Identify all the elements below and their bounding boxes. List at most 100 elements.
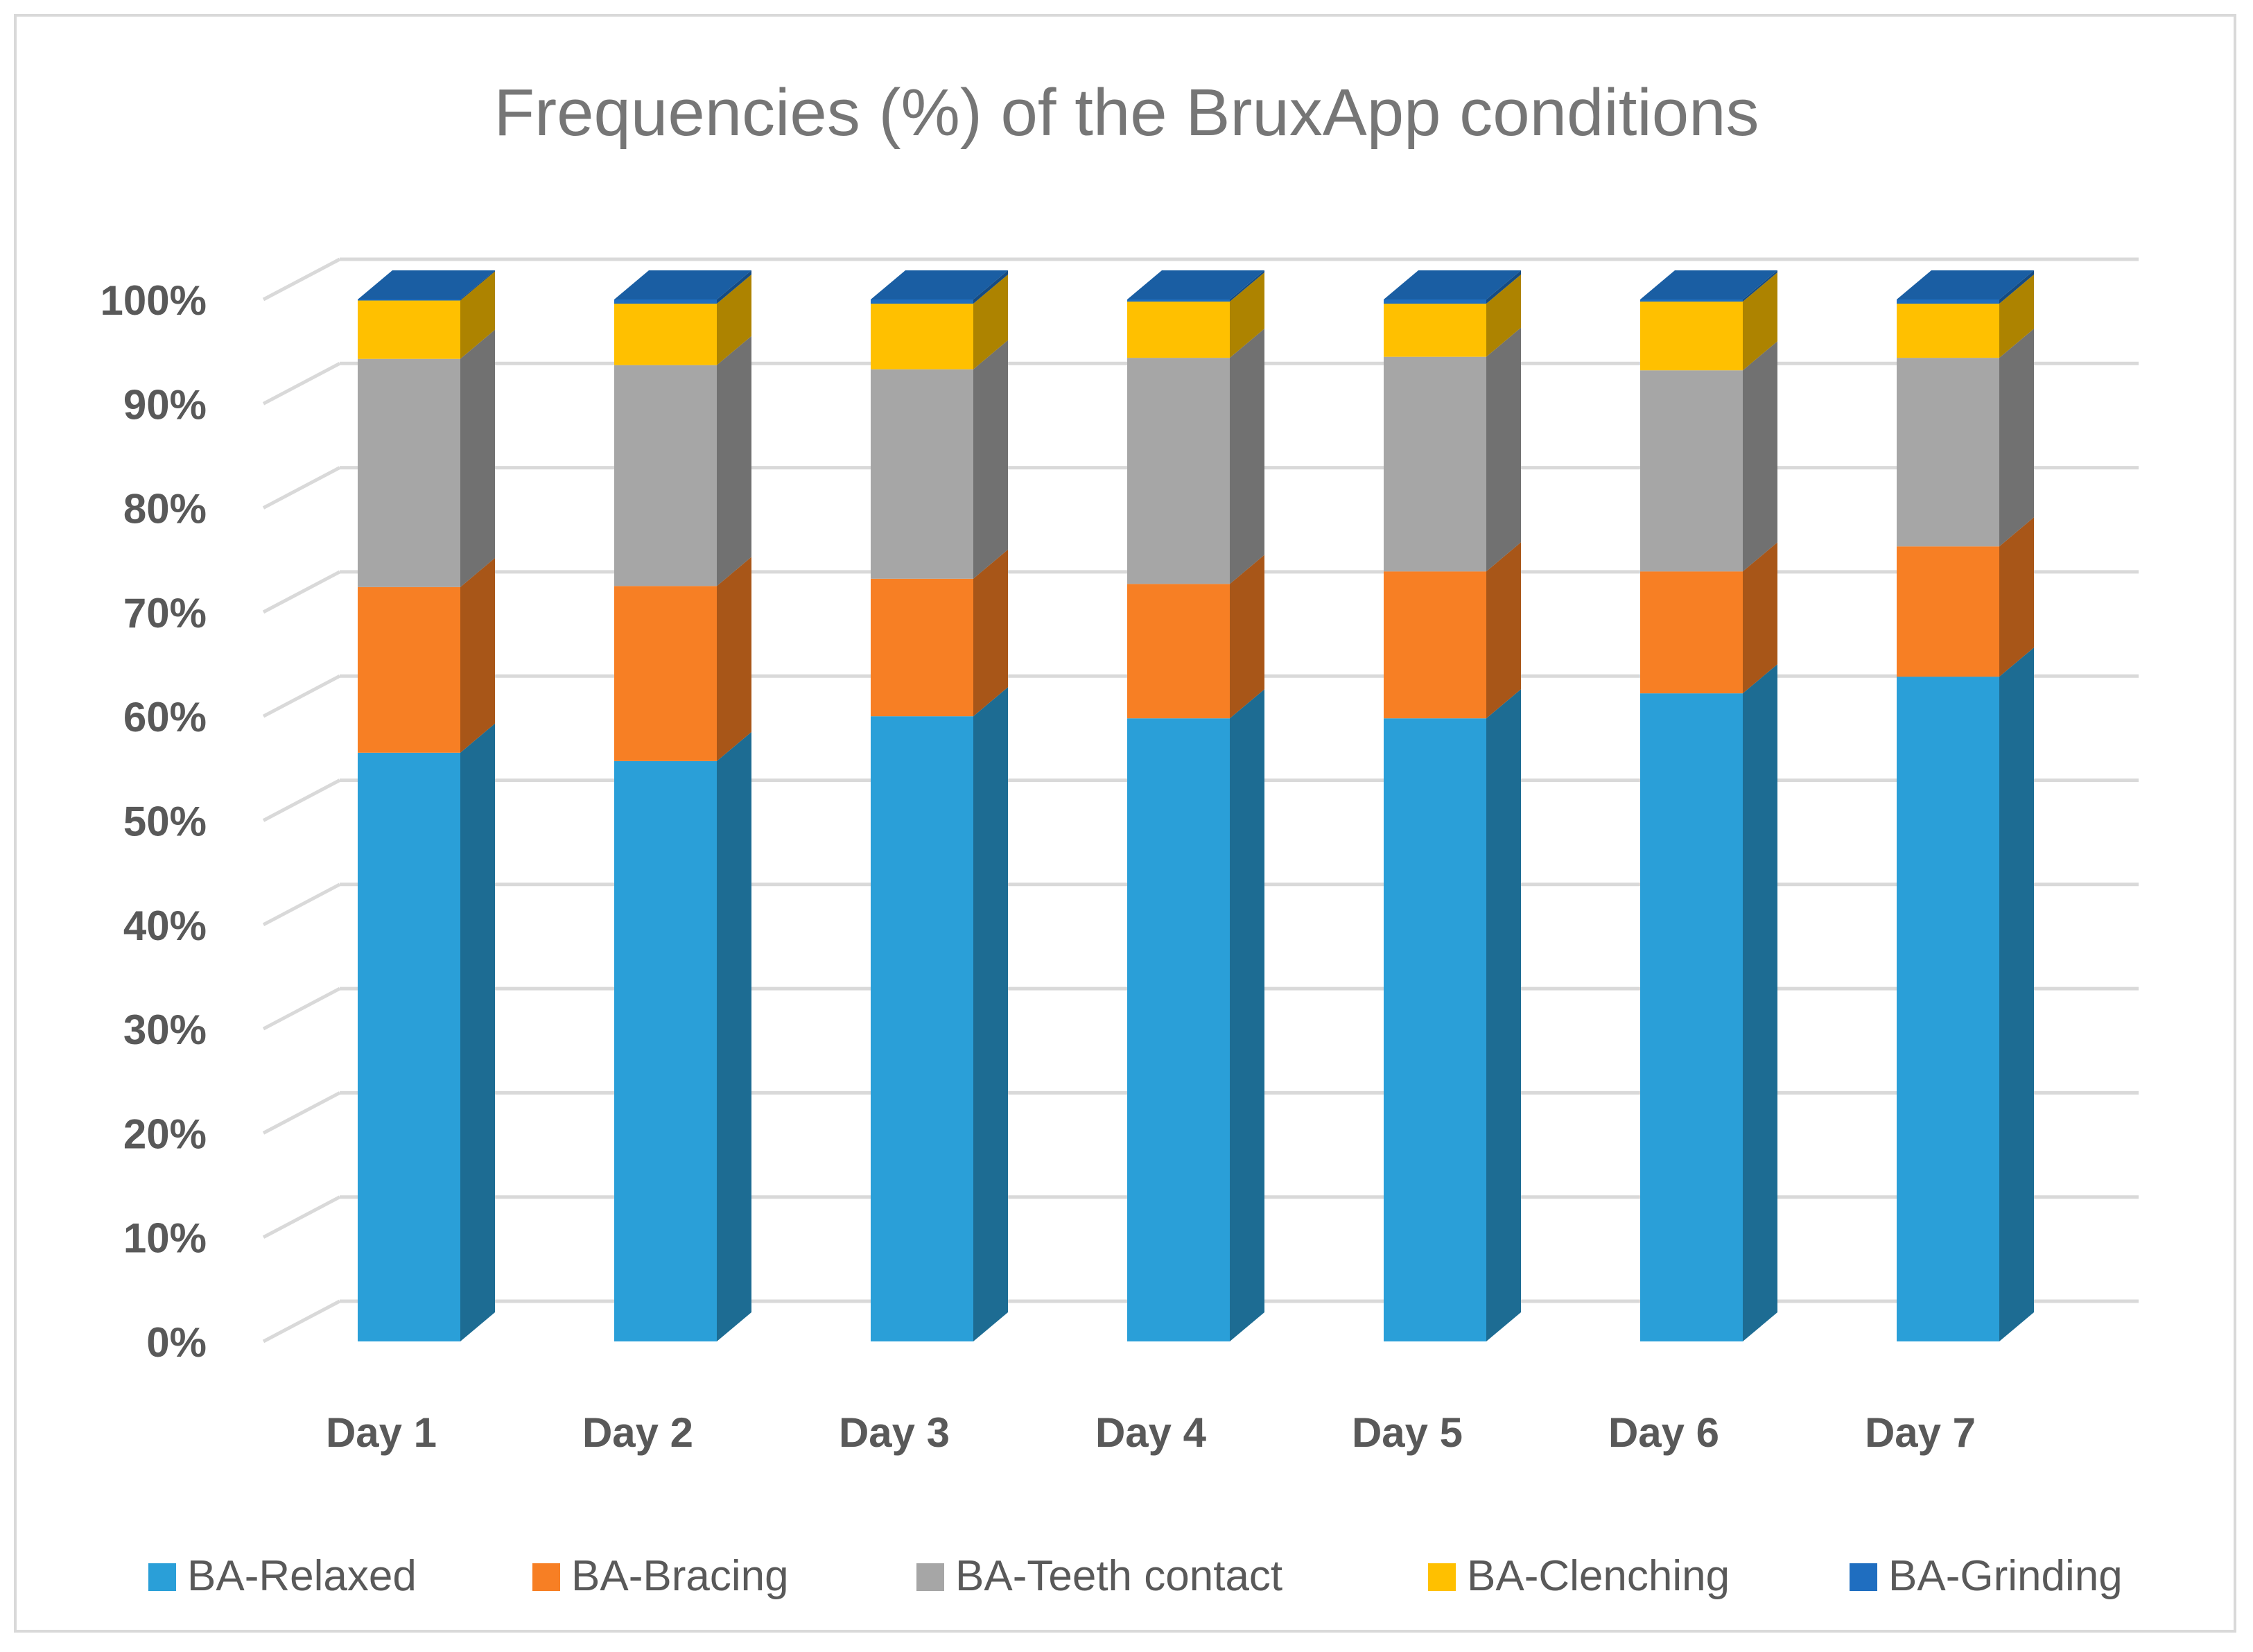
legend-label: BA-Bracing xyxy=(571,1552,789,1600)
bar-side xyxy=(460,271,495,359)
bar-side xyxy=(1486,542,1521,719)
bar-segment xyxy=(1127,584,1230,719)
bar-side xyxy=(1230,329,1264,584)
y-tick-label: 80% xyxy=(123,486,207,532)
gridline-diagonal xyxy=(262,986,341,1031)
bar-side xyxy=(717,731,751,1341)
bar-segment xyxy=(614,365,717,586)
bar-side xyxy=(973,687,1008,1341)
y-tick-label: 70% xyxy=(123,590,207,636)
gridline-diagonal xyxy=(262,1091,341,1135)
bar-segment xyxy=(358,299,460,301)
legend-swatch xyxy=(1850,1563,1877,1591)
bar-stack xyxy=(614,270,751,1341)
bar-segment xyxy=(1640,299,1743,302)
bar-side xyxy=(1743,341,1777,572)
bar-side xyxy=(1230,555,1264,719)
y-tick-label: 30% xyxy=(123,1007,207,1053)
bar-segment xyxy=(1384,718,1486,1341)
x-tick-label: Day 3 xyxy=(839,1409,950,1456)
bar-segment xyxy=(1384,304,1486,357)
y-tick-label: 40% xyxy=(123,903,207,949)
bar-segment xyxy=(358,586,460,753)
bar-segment xyxy=(1384,356,1486,572)
bar-top xyxy=(358,270,495,299)
bars xyxy=(358,270,2034,1341)
bar-segment xyxy=(871,369,973,579)
legend-item: BA-Clenching xyxy=(1428,1552,1730,1600)
bar-stack xyxy=(1127,270,1264,1341)
bar-stack xyxy=(1384,270,1521,1341)
bar-side xyxy=(1230,272,1264,358)
gridline-diagonal xyxy=(262,257,341,302)
x-tick-label: Day 1 xyxy=(326,1409,437,1456)
bar-side xyxy=(973,275,1008,369)
legend-item: BA-Teeth contact xyxy=(916,1552,1282,1600)
bar-side xyxy=(1743,272,1777,371)
bar-segment xyxy=(871,299,973,304)
bar-side xyxy=(1230,270,1264,302)
bar-top xyxy=(1384,270,1521,299)
legend-item: BA-Grinding xyxy=(1850,1552,2123,1600)
x-tick-label: Day 2 xyxy=(582,1409,693,1456)
bar-segment xyxy=(1640,571,1743,694)
legend-label: BA-Teeth contact xyxy=(955,1552,1282,1600)
bar-top xyxy=(1127,270,1264,299)
bar-side xyxy=(460,557,495,753)
bar-stack xyxy=(358,270,495,1341)
y-tick-label: 10% xyxy=(123,1215,207,1262)
bar-side xyxy=(1230,689,1264,1341)
bar-top xyxy=(871,270,1008,299)
y-tick-label: 100% xyxy=(101,277,207,324)
bar-segment xyxy=(1640,302,1743,371)
legend-swatch xyxy=(532,1563,560,1591)
bar-side xyxy=(460,329,495,587)
y-axis-ticks: 0% 10% 20% 30% 40% 50% 60% 70% 80% 90% 100% xyxy=(101,277,207,1366)
y-tick-label: 0% xyxy=(146,1319,207,1366)
legend-item: BA-Bracing xyxy=(532,1552,789,1600)
bar-side xyxy=(973,270,1008,304)
gridline-diagonal xyxy=(262,1299,341,1344)
bar-segment xyxy=(1127,358,1230,584)
bar-segment xyxy=(1127,718,1230,1341)
bar-segment xyxy=(1127,302,1230,358)
bar-segment xyxy=(1897,358,1999,547)
bar-side xyxy=(1999,517,2034,677)
bar-segment xyxy=(1640,370,1743,572)
bar-segment xyxy=(871,304,973,369)
bar-stack xyxy=(871,270,1008,1341)
gridline-diagonal xyxy=(262,882,341,927)
gridline-diagonal xyxy=(262,362,341,406)
bar-side xyxy=(717,275,751,365)
bar-segment xyxy=(614,304,717,365)
bar-side xyxy=(460,723,495,1341)
gridline-diagonal xyxy=(262,466,341,510)
gridline-diagonal xyxy=(262,779,341,822)
bar-segment xyxy=(1897,299,1999,304)
bar-side xyxy=(1486,275,1521,357)
legend: BA-Relaxed BA-Bracing BA-Teeth contact BA-C… xyxy=(148,1552,2123,1600)
y-tick-label: 20% xyxy=(123,1111,207,1157)
bar-segment xyxy=(1384,299,1486,304)
bar-side xyxy=(460,270,495,301)
bar-segment xyxy=(871,578,973,717)
bar-stack xyxy=(1897,270,2034,1341)
bar-segment xyxy=(358,300,460,359)
legend-label: BA-Relaxed xyxy=(187,1552,417,1600)
legend-label: BA-Clenching xyxy=(1467,1552,1730,1600)
x-axis-labels: Day 1 Day 2 Day 3 Day 4 Day 5 Day 6 Day 7 xyxy=(326,1409,1976,1456)
bar-segment xyxy=(358,358,460,587)
y-tick-label: 50% xyxy=(123,799,207,845)
bar-segment xyxy=(1127,299,1230,302)
x-tick-label: Day 6 xyxy=(1608,1409,1719,1456)
bar-top xyxy=(1897,270,2034,299)
bar-segment xyxy=(1640,693,1743,1341)
chart-title: Frequencies (%) of the BruxApp condition… xyxy=(494,76,1759,150)
bar-side xyxy=(1486,270,1521,304)
bar-side xyxy=(1743,542,1777,694)
bar-side xyxy=(1999,275,2034,358)
bar-side xyxy=(1486,327,1521,572)
bar-side xyxy=(1999,270,2034,304)
bar-side xyxy=(1743,664,1777,1341)
